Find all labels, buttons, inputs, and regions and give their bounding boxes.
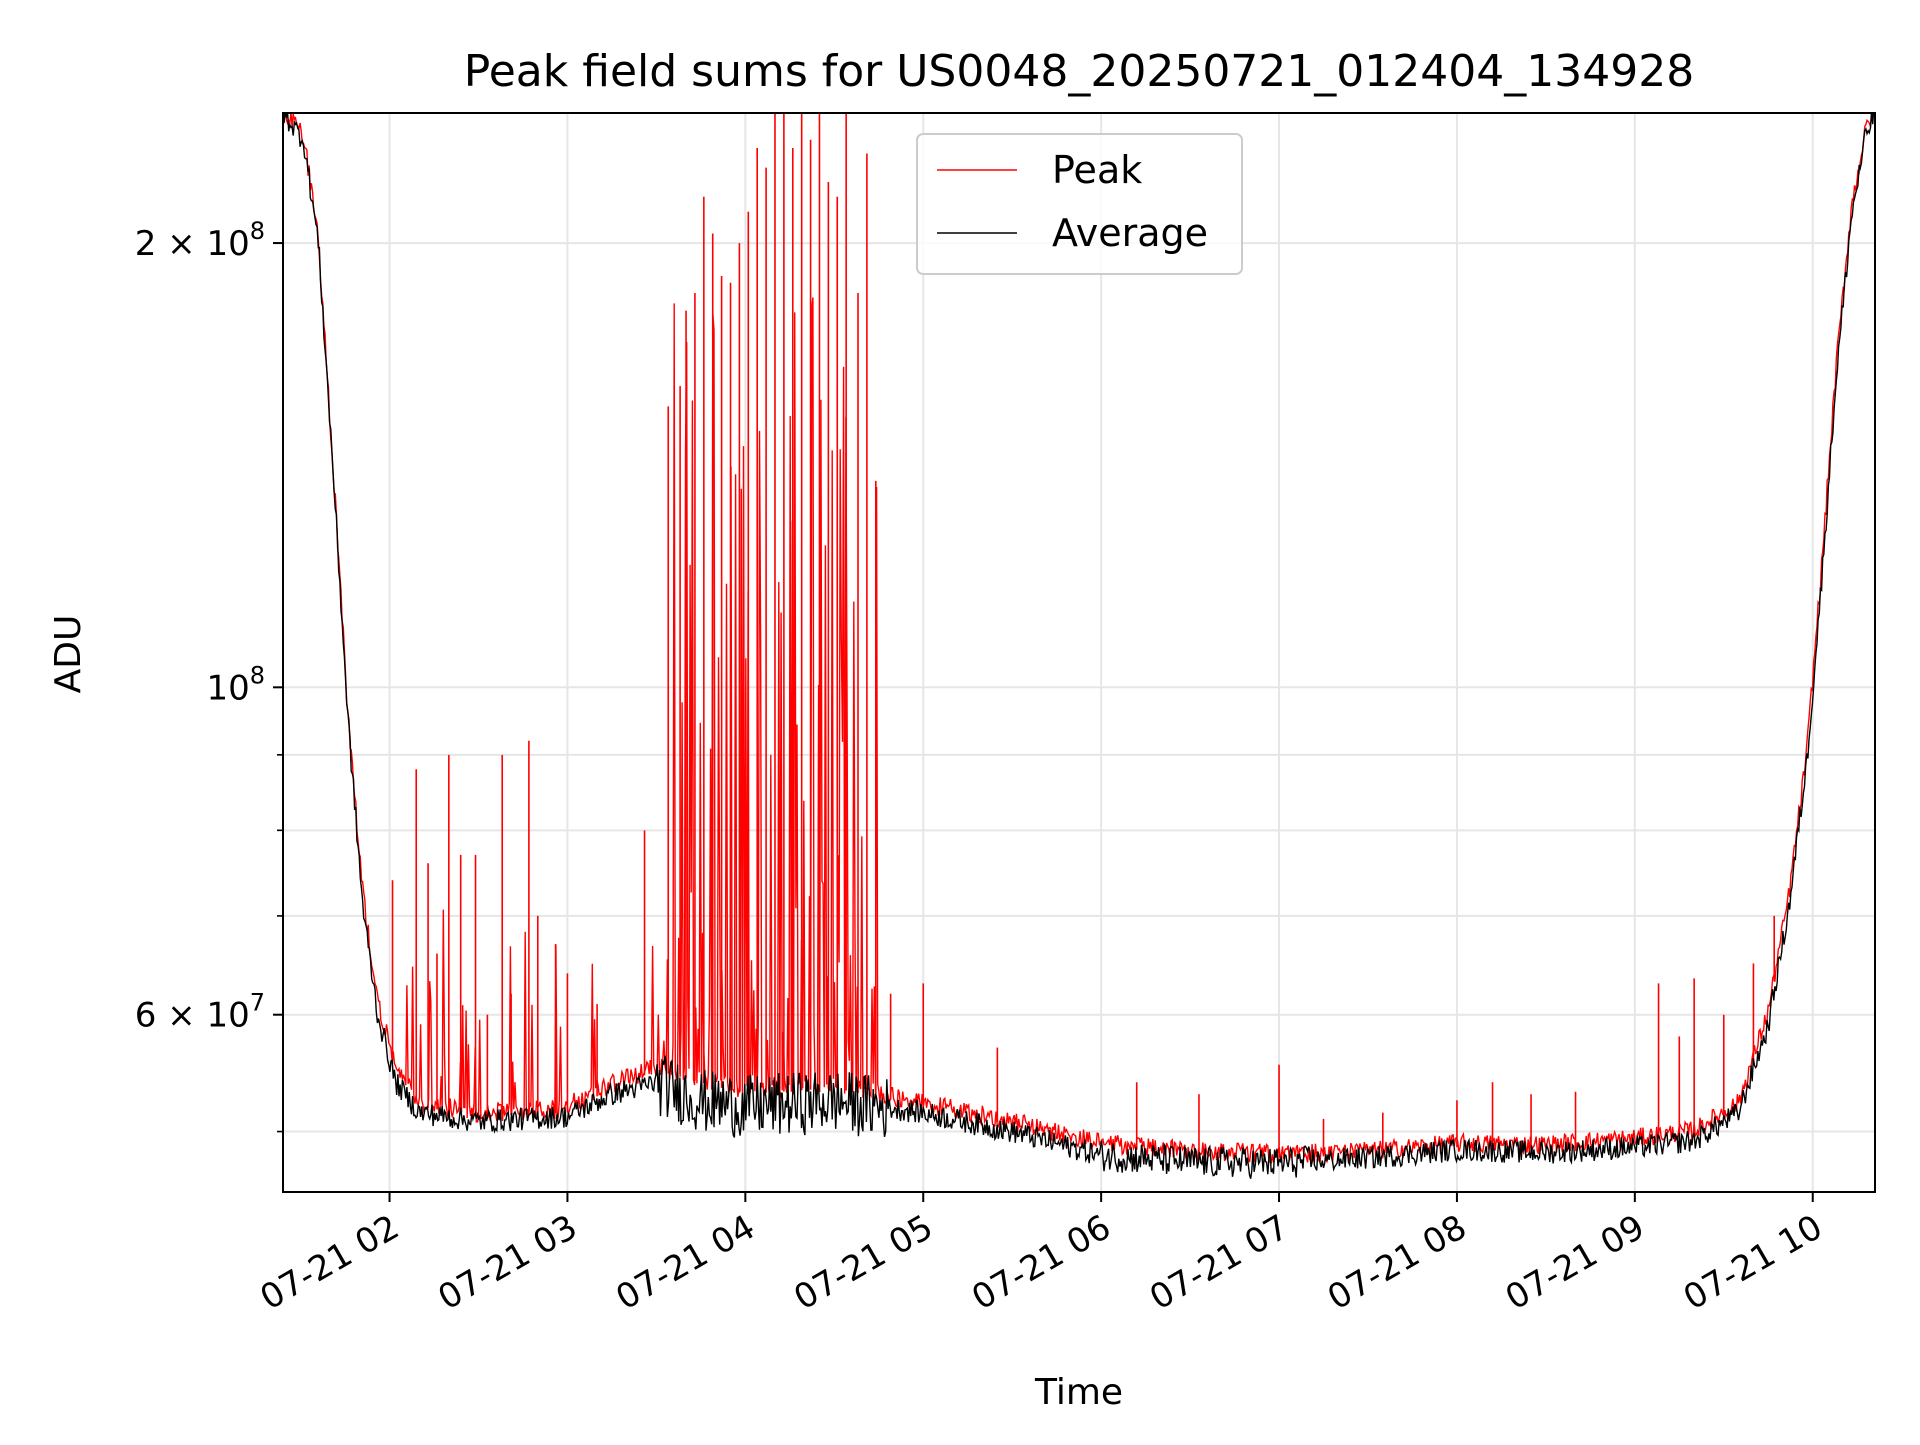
- legend-label-peak: Peak: [1052, 148, 1142, 192]
- x-axis-label: Time: [1034, 1372, 1123, 1413]
- series-layer: [283, 113, 1875, 1179]
- legend-label-average: Average: [1052, 211, 1208, 255]
- legend: Peak Average: [916, 133, 1243, 275]
- y-axis-label: ADU: [48, 615, 89, 694]
- legend-box: [916, 133, 1243, 275]
- chart-title: Peak field sums for US0048_20250721_0124…: [464, 46, 1694, 97]
- plot-frame: [282, 112, 1876, 1193]
- y-tick-label: 2 × 108: [135, 217, 265, 264]
- y-tick-label: 6 × 107: [135, 989, 265, 1036]
- y-tick-label: 108: [206, 661, 265, 708]
- grid: [283, 113, 1875, 1192]
- average-series-line: [283, 113, 1875, 1179]
